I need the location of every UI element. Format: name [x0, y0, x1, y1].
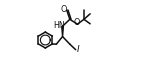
Text: I: I [76, 45, 79, 54]
Text: O: O [74, 18, 80, 27]
Polygon shape [62, 26, 63, 37]
Text: O: O [61, 5, 67, 14]
Text: HN: HN [53, 21, 65, 30]
